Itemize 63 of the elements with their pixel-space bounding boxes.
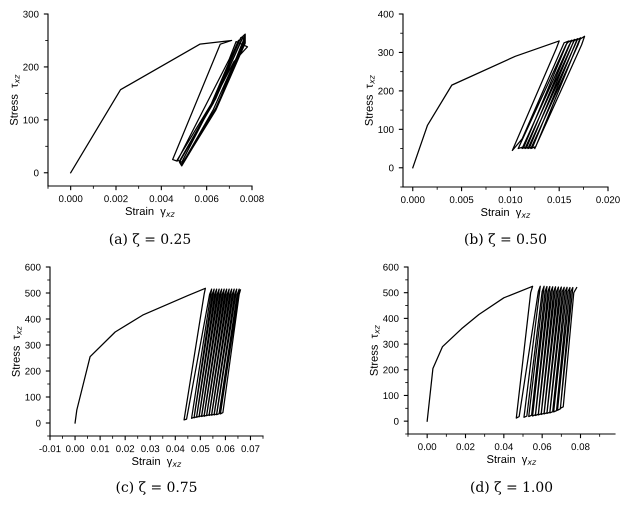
y-tick-label: 600 [383,264,399,271]
x-axis-title: Strain γ$_{xz}$ [126,206,175,218]
line-series [426,286,578,422]
x-tick-label: 0.015 [547,196,571,204]
y-tick-label: 0 [388,164,394,172]
y-tick-label: 400 [382,315,399,322]
x-axis-title: Strain γ$_{xz}$ [487,454,536,466]
y-tick-label: 200 [378,88,394,95]
y-tick-label: 600 [25,264,41,271]
text: (a) ζ = 0.25 [110,233,190,247]
x-tick-label: 0.006 [194,195,218,202]
line-series [74,288,242,424]
y-tick-label: 300 [383,340,399,348]
y-tick-label: 0 [36,420,41,427]
text: (c) ζ = 0.75 [116,481,196,495]
x-tick-label: 0.06 [216,445,234,452]
y-tick-label: 100 [378,126,394,133]
y-tick-label: 400 [24,316,41,323]
x-tick-label: 0.005 [450,196,474,204]
y-tick-label: 300 [25,342,41,349]
x-tick-label: 0.000 [400,196,425,204]
x-tick-label: 0.03 [141,445,160,452]
y-tick-label: 0 [394,418,399,425]
x-tick-label: 0.02 [456,443,474,450]
x-tick-label: 0.04 [494,443,514,450]
y-tick-label: 200 [383,366,399,374]
x-tick-label: 0.01 [91,445,110,452]
x-tick-label: 0.020 [596,196,620,204]
x-tick-label: 0.02 [116,445,134,452]
text: (d) ζ = 1.00 [471,481,552,495]
x-tick-label: 0.002 [104,195,128,202]
x-tick-label: 0.08 [571,443,590,450]
y-tick-label: 200 [23,64,39,71]
y-tick-label: 500 [383,289,399,296]
y-tick-label: 500 [25,290,41,297]
x-tick-label: 0.06 [533,443,552,450]
x-tick-label: 0.004 [150,195,174,202]
y-tick-label: 100 [23,116,39,124]
line-series [412,36,586,168]
x-axis-title: Strain γ$_{xz}$ [481,208,530,218]
x-tick-label: 0.00 [66,445,84,452]
y-tick-label: 300 [23,10,39,18]
y-tick-label: 400 [378,10,394,18]
y-tick-label: 100 [25,394,41,401]
y-tick-label: 300 [378,49,394,56]
text: (b) ζ = 0.50 [465,233,546,247]
x-tick-label: 0.04 [166,445,184,452]
y-axis-title: Stress τ$_{xz}$ [364,75,374,126]
x-tick-label: 0.05 [191,445,210,452]
y-axis-title: Stress τ$_{xz}$ [10,74,20,126]
y-axis-title: Stress τ$_{xz}$ [370,325,380,376]
y-axis-title: Stress τ$_{xz}$ [12,326,22,377]
x-tick-label: 0.010 [498,196,522,204]
line-series [70,33,248,174]
x-tick-label: -0.01 [39,445,61,452]
x-tick-label: 0.000 [58,195,82,202]
y-tick-label: 100 [383,392,399,400]
y-tick-label: 200 [25,368,41,375]
x-axis-title: Strain γ$_{xz}$ [132,456,182,468]
y-tick-label: 0 [34,170,39,176]
x-tick-label: 0.07 [241,445,260,452]
x-tick-label: 0.008 [240,195,264,202]
x-tick-label: 0.00 [418,443,436,450]
